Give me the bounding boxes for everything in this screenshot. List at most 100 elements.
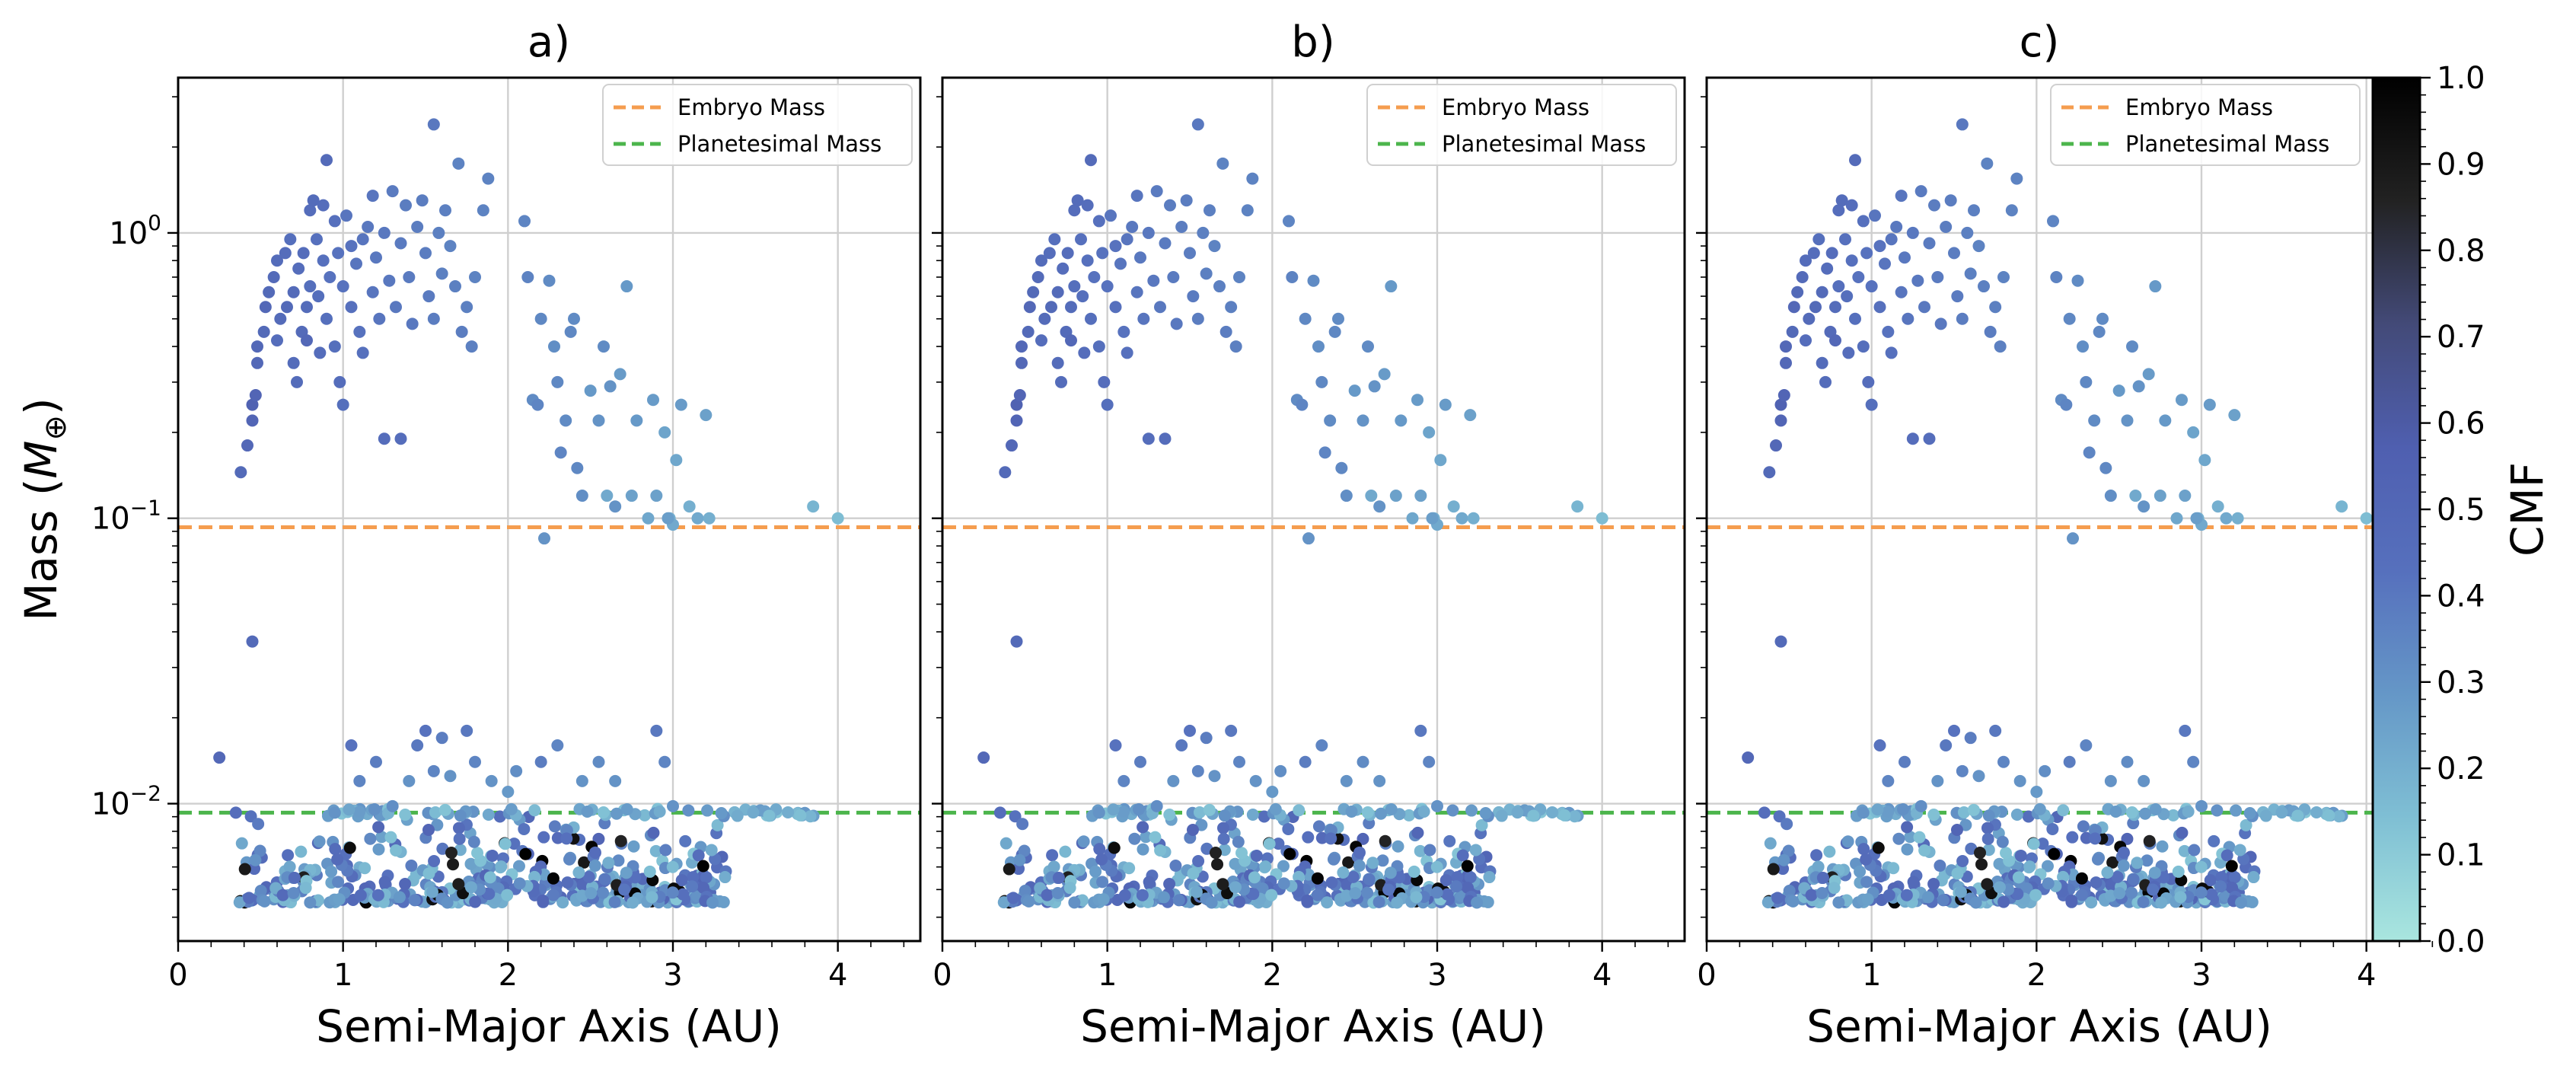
panel-b-planetesimal-point — [1108, 841, 1121, 854]
panel-a-planetesimal-point — [611, 807, 623, 820]
panel-c-planet-point — [1816, 356, 1828, 369]
panel-b-planet-point — [1180, 194, 1193, 207]
panel-b-planetesimal-point — [1402, 809, 1415, 822]
panel-b-planetesimal-point — [997, 896, 1010, 909]
panel-b-body-point — [1233, 755, 1245, 768]
panel-b-planetesimal-point — [1263, 838, 1276, 850]
panel-b-planetesimal-point — [1456, 849, 1469, 862]
colorbar-tick-label: 0.3 — [2437, 665, 2485, 700]
panel-a-planet-point — [241, 439, 253, 452]
panel-a-planet-point — [630, 414, 643, 427]
panel-a-planetesimal-point — [422, 824, 435, 837]
panel-a-planetesimal-point — [454, 809, 467, 822]
panel-b-planetesimal-point — [1154, 844, 1167, 857]
panel-a-planetesimal-point — [675, 874, 688, 887]
panel-b-planet-point — [1365, 490, 1378, 502]
panel-b-planet-point — [1187, 290, 1200, 303]
panel-c-planetesimal-point — [1854, 865, 1867, 878]
panel-a-planet-point — [246, 414, 259, 427]
panel-a-planetesimal-point — [238, 863, 251, 876]
panel-b-x-axis-label: Semi-Major Axis (AU) — [1080, 1000, 1546, 1052]
panel-a-planetesimal-point — [597, 806, 610, 819]
panel-b-planetesimal-point — [1051, 887, 1064, 900]
panel-a-planetesimal-point — [537, 894, 550, 907]
panel-b-planet-point — [1071, 194, 1084, 207]
panel-b-planetesimal-point — [1384, 866, 1397, 879]
panel-a-planet-point — [333, 375, 346, 388]
panel-c-planet-point — [1951, 290, 1964, 303]
panel-a-planetesimal-point — [399, 878, 412, 891]
panel-a-planetesimal-point — [647, 826, 660, 839]
panel-a-y-tick-label: 10−2 — [91, 781, 161, 822]
panel-b-planet-point — [1216, 157, 1229, 170]
panel-c-planetesimal-point — [1901, 821, 1914, 834]
panel-b-planet-point — [1035, 334, 1047, 347]
panel-c-body-point — [1758, 806, 1771, 819]
panel-b-planetesimal-point — [1097, 893, 1110, 906]
panel-b-planetesimal-point — [1022, 895, 1035, 908]
panel-a-planet-point — [271, 334, 283, 347]
panel-c-planet-point — [2063, 312, 2076, 325]
panel-a-planetesimal-point — [464, 857, 477, 870]
panel-a-planetesimal-point — [422, 867, 435, 880]
panel-a-y-tick-label: 10−1 — [91, 496, 161, 537]
panel-a-planetesimal-point — [677, 888, 690, 901]
panel-a-planetesimal-point — [332, 876, 345, 889]
panel-c-planetesimal-point — [1907, 876, 1920, 889]
panel-c-planetesimal-point — [1951, 867, 1964, 880]
panel-a-planetesimal-point — [686, 880, 699, 893]
panel-a-planet-point — [390, 301, 402, 314]
panel-c-planetesimal-point — [1860, 876, 1873, 889]
panel-b-planetesimal-point — [1414, 844, 1427, 857]
panel-b-planetesimal-point — [1293, 870, 1306, 883]
panel-c-planetesimal-point — [2113, 887, 2126, 900]
panel-a-planetesimal-point — [592, 832, 605, 845]
panel-b-body-point — [993, 806, 1006, 819]
panel-c-planet-point — [1989, 301, 2002, 314]
panel-c-planet-point — [1911, 274, 1924, 287]
panel-b-planetesimal-point — [1363, 873, 1376, 885]
panel-b-planet-point — [1081, 199, 1094, 212]
panel-c-planet-point — [1956, 312, 1969, 325]
panel-b-planetesimal-point — [1277, 860, 1290, 873]
panel-b-planetesimal-point — [1327, 853, 1340, 866]
panel-a-planet-point — [287, 356, 300, 369]
panel-c-planet-point — [1873, 301, 1886, 314]
panel-b-planet-point — [1191, 118, 1204, 131]
panel-c-planetesimal-point — [2247, 871, 2260, 884]
panel-a-planetesimal-point — [375, 831, 388, 844]
panel-c-planetesimal-point — [2041, 860, 2054, 873]
panel-a-planetesimal-point — [715, 807, 728, 820]
panel-b-planet-point — [1389, 490, 1402, 502]
panel-a-planet-point — [571, 461, 584, 474]
panel-a-planet-point — [394, 237, 407, 250]
panel-c-planet-point — [1978, 280, 1990, 293]
panel-c-planetesimal-point — [2012, 871, 2025, 884]
panel-a-planet-point — [427, 312, 440, 325]
panel-a-planetesimal-point — [512, 860, 525, 873]
panel-b-planetesimal-point — [1461, 860, 1474, 873]
panel-b-planetesimal-point — [1089, 865, 1102, 878]
panel-c-planet-point — [1923, 237, 1936, 250]
panel-b-planetesimal-point — [1186, 824, 1199, 837]
panel-b-planetesimal-point — [1471, 896, 1484, 909]
panel-b-planet-point — [1010, 635, 1023, 648]
panel-b-planetesimal-point — [1093, 843, 1106, 856]
panel-b-legend-planetesimal-label: Planetesimal Mass — [1442, 131, 1646, 157]
panel-c-planetesimal-point — [2211, 804, 2224, 817]
panel-c-planet-point — [1821, 262, 1834, 275]
panel-a-x-tick-label: 3 — [663, 958, 682, 993]
panel-b-planetesimal-point — [1408, 865, 1420, 878]
panel-b-planetesimal-point — [1229, 857, 1242, 870]
panel-a-planetesimal-point — [505, 802, 518, 815]
panel-b-points — [977, 118, 1608, 909]
panel-c-planetesimal-point — [1981, 878, 1994, 891]
panel-c-planetesimal-point — [2147, 883, 2160, 896]
panel-b-planetesimal-point — [1077, 835, 1090, 848]
panel-a-planet-point — [518, 215, 531, 228]
panel-b-planetesimal-point — [1137, 821, 1149, 834]
panel-c-planetesimal-point — [1993, 881, 2006, 894]
panel-a-planet-point — [416, 194, 429, 207]
panel-c-planetesimal-point — [2109, 805, 2122, 818]
panel-b-planet-point — [1191, 312, 1204, 325]
